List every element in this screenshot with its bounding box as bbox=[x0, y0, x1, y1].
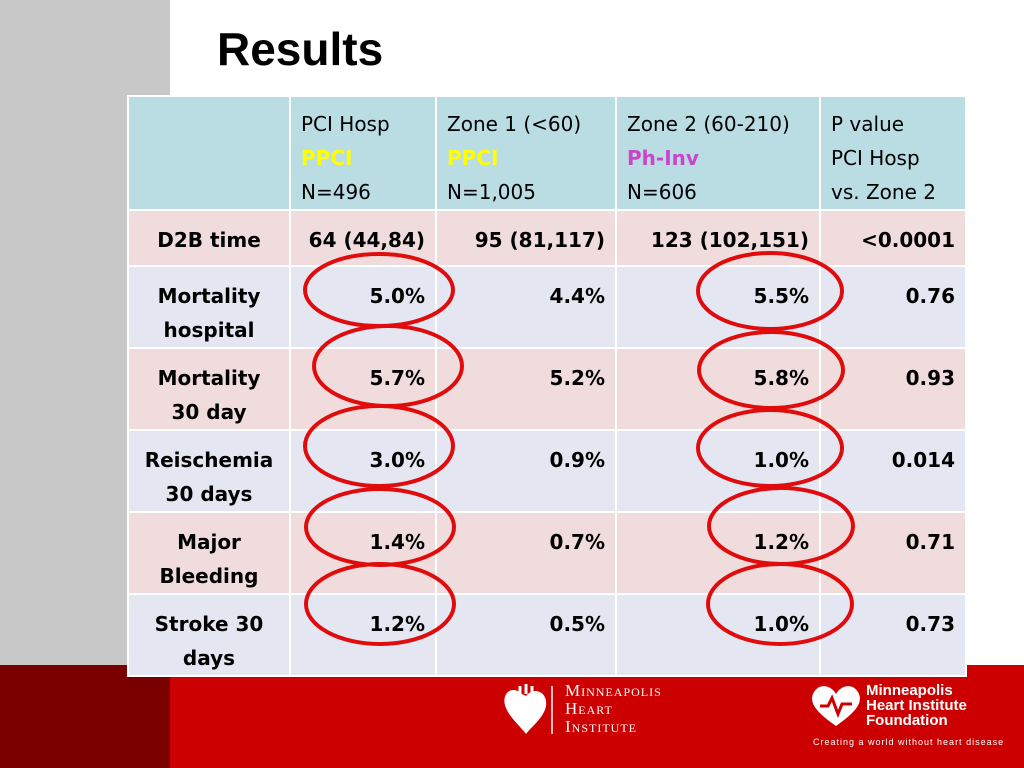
cell-p-value: 0.73 bbox=[819, 593, 967, 677]
header-empty-cell bbox=[127, 95, 291, 211]
page-title: Results bbox=[217, 23, 384, 75]
mhi-logo-text: Minneapolis Heart Institute bbox=[565, 682, 662, 736]
row-label-line: Bleeding bbox=[159, 564, 259, 588]
row-label-line: days bbox=[182, 646, 236, 670]
cell-pci-hosp: 5.7% bbox=[289, 347, 437, 431]
cell-zone-2: 5.5% bbox=[615, 265, 821, 349]
header-ppci-highlight: PPCI bbox=[447, 146, 499, 170]
cell-p-value: 0.76 bbox=[819, 265, 967, 349]
cell-pci-hosp: 3.0% bbox=[289, 429, 437, 513]
header-line: P value bbox=[831, 112, 905, 136]
mhi-line: Minneapolis bbox=[565, 681, 662, 700]
row-label-line: Mortality bbox=[157, 284, 261, 308]
mhi-line: Heart bbox=[565, 699, 613, 718]
row-label-line: 30 day bbox=[171, 400, 247, 424]
cell-zone-1: 0.5% bbox=[435, 593, 617, 677]
row-label-line: hospital bbox=[163, 318, 255, 342]
header-n: N=496 bbox=[301, 180, 371, 204]
foundation-tagline: Creating a world without heart disease bbox=[813, 737, 1005, 747]
header-n: N=1,005 bbox=[447, 180, 536, 204]
cell-zone-1: 0.9% bbox=[435, 429, 617, 513]
foundation-line: Foundation bbox=[866, 712, 948, 729]
cell-p-value: <0.0001 bbox=[819, 209, 967, 267]
table-row-d2b-time: D2B time 64 (44,84) 95 (81,117) 123 (102… bbox=[127, 209, 967, 267]
cell-zone-1: 0.7% bbox=[435, 511, 617, 595]
row-label-line: 30 days bbox=[165, 482, 253, 506]
row-label-line: Reischemia bbox=[144, 448, 274, 472]
row-label-line: Major bbox=[177, 530, 241, 554]
footer-dark-block bbox=[0, 665, 170, 768]
row-label-line: Mortality bbox=[157, 366, 261, 390]
header-zone-2: Zone 2 (60-210) Ph-Inv N=606 bbox=[615, 95, 821, 211]
cell-zone-2: 1.0% bbox=[615, 429, 821, 513]
cell-zone-2: 123 (102,151) bbox=[615, 209, 821, 267]
cell-pci-hosp: 5.0% bbox=[289, 265, 437, 349]
cell-zone-1: 5.2% bbox=[435, 347, 617, 431]
header-zone-1: Zone 1 (<60) PPCI N=1,005 bbox=[435, 95, 617, 211]
row-label: D2B time bbox=[127, 209, 291, 267]
table-row-major-bleeding: Major Bleeding 1.4% 0.7% 1.2% 0.71 bbox=[127, 511, 967, 595]
table-row-mortality-30-day: Mortality 30 day 5.7% 5.2% 5.8% 0.93 bbox=[127, 347, 967, 431]
header-line: Zone 1 (<60) bbox=[447, 112, 582, 136]
table-row-reischemia: Reischemia 30 days 3.0% 0.9% 1.0% 0.014 bbox=[127, 429, 967, 513]
cell-zone-1: 95 (81,117) bbox=[435, 209, 617, 267]
heart-logo-icon bbox=[504, 684, 553, 734]
cell-zone-2: 1.2% bbox=[615, 511, 821, 595]
header-ph-inv-highlight: Ph-Inv bbox=[627, 146, 699, 170]
cell-p-value: 0.014 bbox=[819, 429, 967, 513]
row-label: Reischemia 30 days bbox=[127, 429, 291, 513]
row-label: Mortality 30 day bbox=[127, 347, 291, 431]
cell-zone-2: 5.8% bbox=[615, 347, 821, 431]
header-line: PCI Hosp bbox=[301, 112, 390, 136]
mhi-line: Institute bbox=[565, 717, 637, 736]
cell-pci-hosp: 1.2% bbox=[289, 593, 437, 677]
header-line: PCI Hosp bbox=[831, 146, 920, 170]
header-p-value: P value PCI Hosp vs. Zone 2 bbox=[819, 95, 967, 211]
header-pci-hosp: PCI Hosp PPCI N=496 bbox=[289, 95, 437, 211]
foundation-heart-icon bbox=[812, 686, 860, 726]
row-label-line: Stroke 30 bbox=[154, 612, 264, 636]
header-line: vs. Zone 2 bbox=[831, 180, 936, 204]
row-label: Stroke 30 days bbox=[127, 593, 291, 677]
results-table-wrapper: PCI Hosp PPCI N=496 Zone 1 (<60) PPCI N=… bbox=[127, 95, 967, 677]
table-header-row: PCI Hosp PPCI N=496 Zone 1 (<60) PPCI N=… bbox=[127, 95, 967, 211]
header-n: N=606 bbox=[627, 180, 697, 204]
cell-p-value: 0.71 bbox=[819, 511, 967, 595]
cell-zone-2: 1.0% bbox=[615, 593, 821, 677]
table-row-mortality-hospital: Mortality hospital 5.0% 4.4% 5.5% 0.76 bbox=[127, 265, 967, 349]
results-table: PCI Hosp PPCI N=496 Zone 1 (<60) PPCI N=… bbox=[127, 95, 967, 677]
row-label: Mortality hospital bbox=[127, 265, 291, 349]
row-label-line: D2B time bbox=[157, 228, 261, 252]
header-ppci-highlight: PPCI bbox=[301, 146, 353, 170]
foundation-logo-text: Minneapolis Heart Institute Foundation bbox=[866, 683, 967, 728]
cell-p-value: 0.93 bbox=[819, 347, 967, 431]
header-line: Zone 2 (60-210) bbox=[627, 112, 790, 136]
foundation-line: Minneapolis bbox=[866, 682, 953, 699]
cell-pci-hosp: 1.4% bbox=[289, 511, 437, 595]
cell-pci-hosp: 64 (44,84) bbox=[289, 209, 437, 267]
foundation-line: Heart Institute bbox=[866, 697, 967, 714]
row-label: Major Bleeding bbox=[127, 511, 291, 595]
cell-zone-1: 4.4% bbox=[435, 265, 617, 349]
table-row-stroke: Stroke 30 days 1.2% 0.5% 1.0% 0.73 bbox=[127, 593, 967, 677]
